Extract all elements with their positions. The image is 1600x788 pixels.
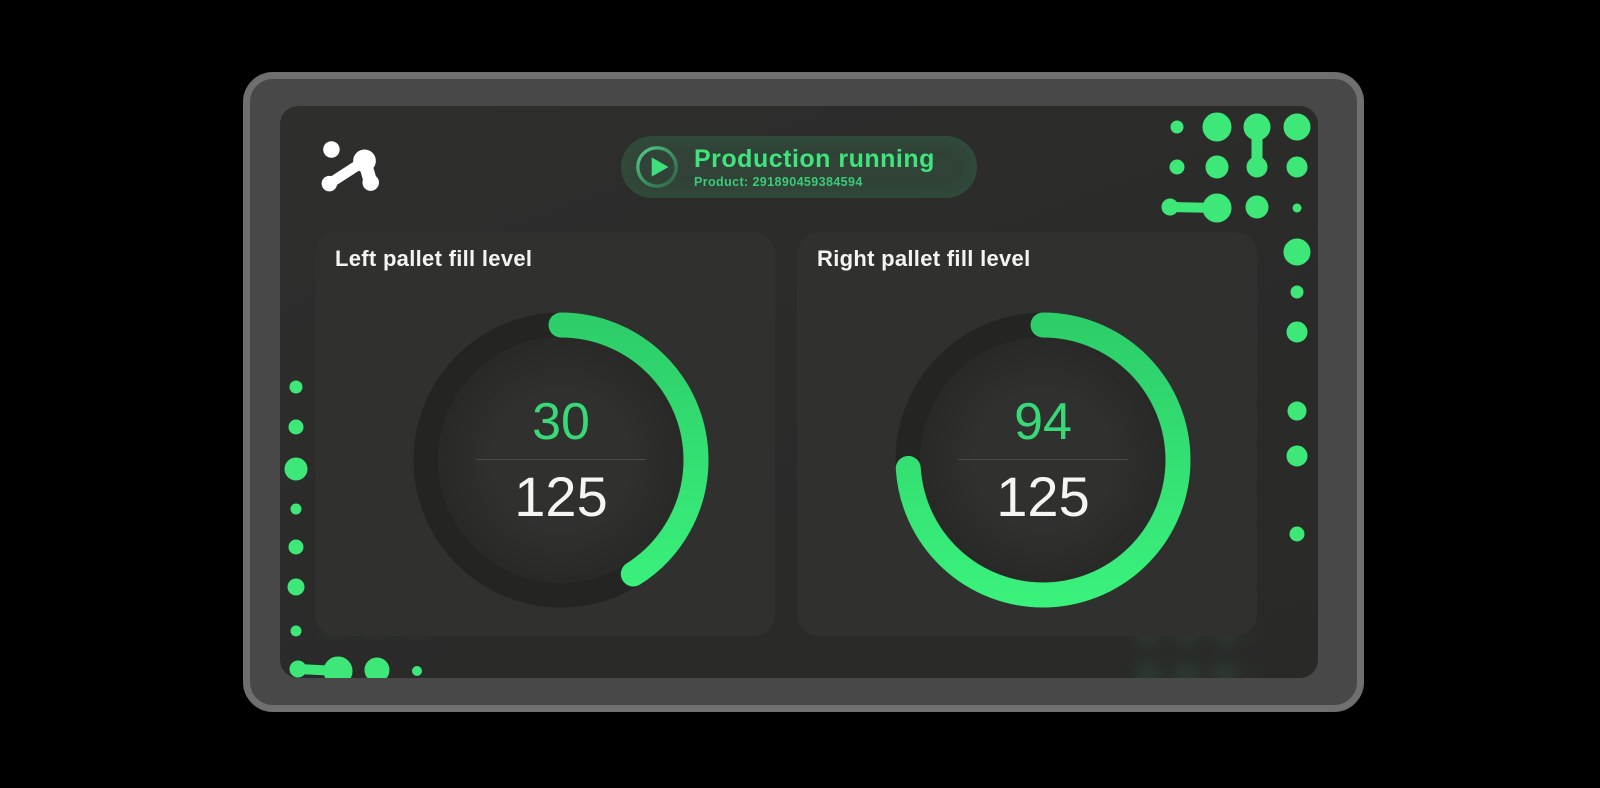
production-status-badge[interactable]: Production running Product: 291890459384… — [621, 136, 977, 198]
gauge-capacity: 125 — [514, 464, 608, 528]
dashboard-screen: Production running Product: 291890459384… — [280, 106, 1318, 678]
gauge-divider — [958, 458, 1128, 460]
card-title: Left pallet fill level — [335, 246, 533, 271]
product-number-label: Product: 291890459384594 — [694, 174, 863, 189]
left-pallet-card: Left pallet fill level — [315, 232, 775, 636]
gauge-value: 30 — [532, 392, 590, 451]
gauge-divider — [476, 458, 646, 460]
gauge-value: 94 — [1014, 392, 1072, 451]
right-pallet-card: Right pallet fill level — [797, 232, 1257, 636]
right-pallet-gauge: 94 125 — [893, 310, 1193, 610]
gauge-capacity: 125 — [996, 464, 1090, 528]
device-frame: Production running Product: 291890459384… — [243, 72, 1364, 712]
card-title: Right pallet fill level — [817, 246, 1031, 271]
status-label: Production running — [694, 144, 935, 173]
left-pallet-gauge: 30 125 — [411, 310, 711, 610]
play-icon — [636, 146, 678, 188]
company-logo-icon — [321, 141, 379, 192]
